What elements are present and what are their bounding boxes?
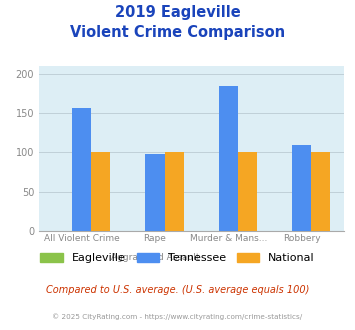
Text: Aggravated Assault: Aggravated Assault: [111, 253, 199, 262]
Bar: [164, 152, 184, 231]
Text: © 2025 CityRating.com - https://www.cityrating.com/crime-statistics/: © 2025 CityRating.com - https://www.city…: [53, 314, 302, 320]
Text: 2019 Eagleville: 2019 Eagleville: [115, 5, 240, 20]
Text: Violent Crime Comparison: Violent Crime Comparison: [70, 25, 285, 40]
Bar: [219, 86, 238, 231]
Text: Compared to U.S. average. (U.S. average equals 100): Compared to U.S. average. (U.S. average …: [46, 285, 309, 295]
Legend: Eagleville, Tennessee, National: Eagleville, Tennessee, National: [36, 248, 319, 268]
Bar: [292, 145, 311, 231]
Bar: [146, 154, 164, 231]
Bar: [311, 152, 331, 231]
Bar: [72, 108, 91, 231]
Bar: [238, 152, 257, 231]
Bar: [91, 152, 110, 231]
